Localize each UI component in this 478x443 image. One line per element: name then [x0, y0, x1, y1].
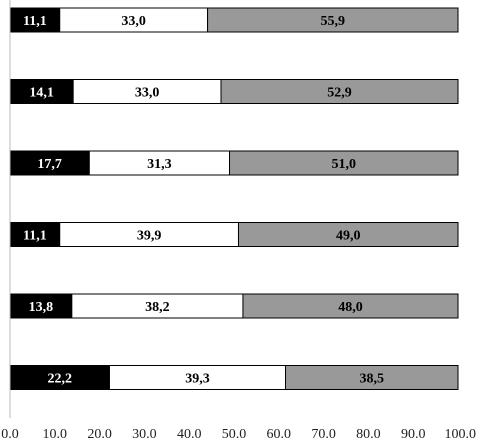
x-tick-label: 20.0 — [87, 427, 112, 442]
x-tick-label: 40.0 — [177, 427, 202, 442]
x-tick-label: 60.0 — [267, 427, 292, 442]
x-tick-label: 80.0 — [356, 427, 381, 442]
x-tick-label: 50.0 — [222, 427, 247, 442]
x-tick-label: 10.0 — [43, 427, 68, 442]
data-label-row3-s2: 31,3 — [147, 157, 172, 172]
x-tick-label: 90.0 — [401, 427, 426, 442]
data-label-row5-s3: 48,0 — [338, 300, 363, 315]
data-label-row3-s1: 17,7 — [37, 157, 62, 172]
x-tick-label: 100.0 — [445, 427, 477, 442]
data-label-row4-s2: 39,9 — [137, 229, 162, 244]
bars-group: 11,1 33,0 55,9 14,1 33,0 52,9 17,7 31,3 51,0 11,1… — [10, 8, 458, 390]
data-label-row6-s1: 22,2 — [47, 372, 72, 387]
data-label-row2-s3: 52,9 — [327, 86, 352, 101]
x-tick-label: 30.0 — [132, 427, 157, 442]
data-label-row2-s1: 14,1 — [29, 86, 54, 101]
data-label-row1-s2: 33,0 — [121, 14, 146, 29]
data-label-row6-s2: 39,3 — [185, 372, 210, 387]
data-label-row1-s3: 55,9 — [321, 14, 346, 29]
data-label-row3-s3: 51,0 — [332, 157, 357, 172]
data-label-row6-s3: 38,5 — [360, 372, 385, 387]
x-tick-label: 70.0 — [311, 427, 336, 442]
x-tick-label: 0.0 — [1, 427, 19, 442]
data-label-row4-s3: 49,0 — [336, 229, 361, 244]
x-tick-labels: 0.0 10.0 20.0 30.0 40.0 50.0 60.0 70.0 80.0 90.0 1… — [1, 427, 476, 442]
data-label-row4-s1: 11,1 — [23, 229, 47, 244]
data-label-row1-s1: 11,1 — [23, 14, 47, 29]
data-label-row5-s1: 13,8 — [29, 300, 54, 315]
data-label-row5-s2: 38,2 — [145, 300, 170, 315]
data-label-row2-s2: 33,0 — [135, 86, 160, 101]
